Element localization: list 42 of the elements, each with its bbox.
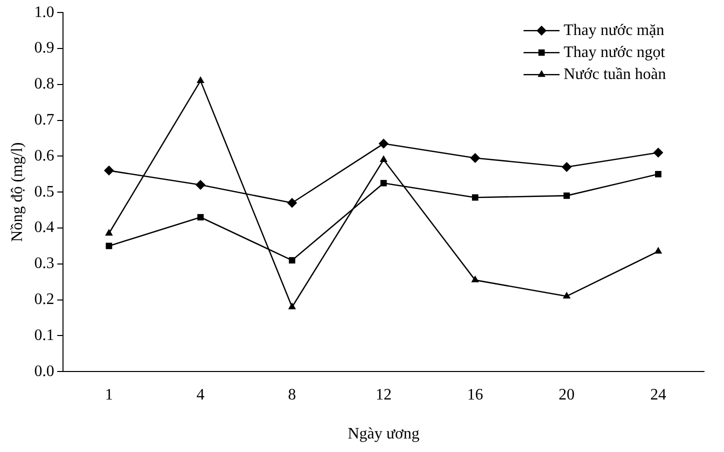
point [654, 246, 662, 254]
y-axis-title: Nồng độ (mg/l) [8, 142, 26, 242]
x-tick-label: 1 [104, 386, 113, 404]
y-tick-label: 0.5 [34, 183, 54, 200]
point [562, 292, 571, 298]
y-tick-label: 0.3 [34, 255, 54, 272]
y-tick-label: 1.0 [34, 4, 54, 21]
y-tick-label: 0.0 [34, 362, 54, 380]
legend-label: Thay nước mặn [564, 22, 664, 39]
y-tick-label: 0.4 [34, 219, 54, 236]
x-tick-label: 16 [467, 386, 484, 404]
point [653, 148, 664, 158]
x-tick-label: 4 [196, 386, 205, 404]
x-axis-title: Ngày ương [348, 426, 420, 443]
point [655, 170, 662, 178]
y-tick-label: 0.8 [34, 76, 54, 93]
point [470, 152, 480, 163]
x-tick-label: 20 [558, 386, 575, 404]
y-tick-label: 0.1 [34, 326, 54, 344]
point [196, 180, 206, 190]
point [472, 194, 478, 201]
point [287, 198, 298, 208]
point [105, 228, 113, 236]
x-tick-label: 12 [376, 386, 392, 404]
point [562, 162, 572, 172]
point [380, 155, 388, 162]
x-tick-label: 8 [288, 386, 296, 404]
point [471, 276, 480, 282]
legend-label: Nước tuần hoàn [564, 66, 666, 83]
point [564, 192, 570, 199]
y-tick-label: 0.6 [34, 147, 54, 164]
point [378, 138, 389, 149]
point [104, 166, 114, 176]
y-tick-label: 0.7 [34, 112, 54, 129]
point [288, 302, 296, 310]
y-tick-label: 0.2 [34, 291, 54, 308]
legend-label: Thay nước ngọt [564, 44, 666, 61]
y-tick-label: 0.9 [34, 40, 54, 57]
point [288, 257, 296, 264]
point [197, 214, 204, 220]
point [380, 180, 387, 186]
x-tick-label: 24 [650, 386, 666, 404]
